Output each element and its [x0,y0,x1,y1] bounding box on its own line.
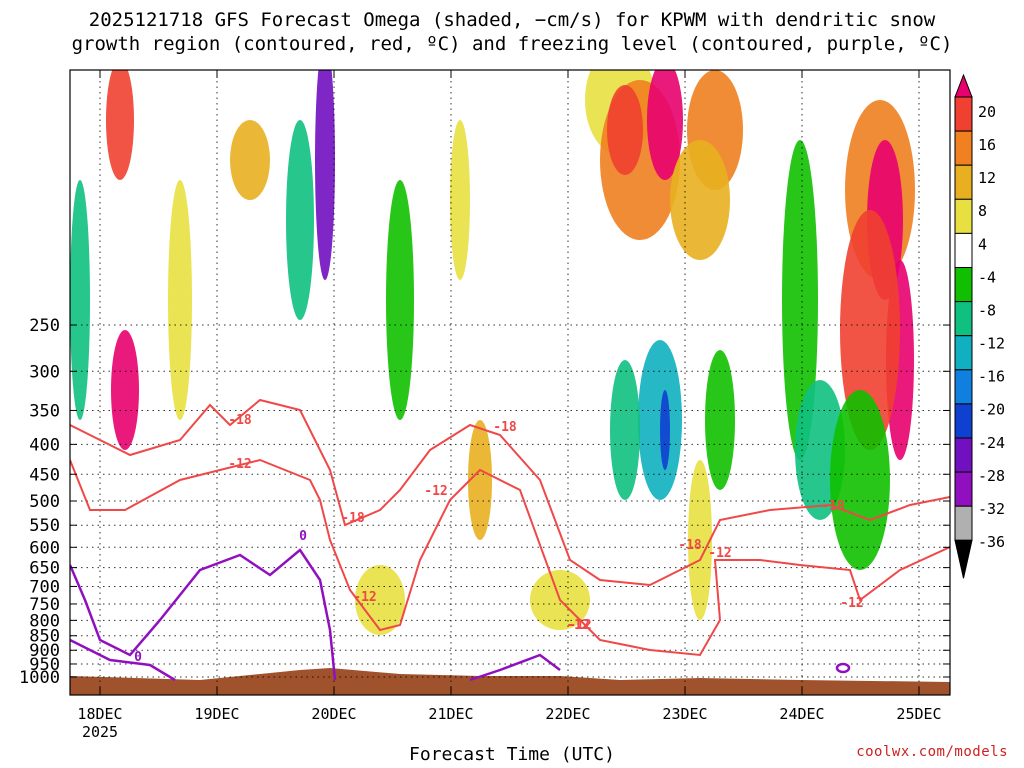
colorbar-swatch [954,96,973,132]
contour-label: -12 [424,484,447,499]
colorbar-label: 20 [978,103,996,121]
colorbar-label: 16 [978,136,996,154]
colorbar-label: -12 [978,335,1005,353]
y-tick-label: 400 [29,435,60,455]
colorbar-swatch [954,130,973,166]
y-tick-label: 700 [29,577,60,597]
colorbar-swatch [954,164,973,200]
credit-link[interactable]: coolwx.com/models [856,744,1008,760]
y-tick-label: 950 [29,655,60,675]
contour-label: -12 [568,618,591,633]
x-tick-label: 19DEC [194,705,239,723]
colorbar-bottom-arrow [954,539,973,579]
contour-label: -18 [228,413,252,428]
y-tick-label: 600 [29,538,60,558]
y-tick-label: 300 [29,362,60,382]
colorbar-swatch [954,335,973,371]
contour-label: -18 [341,511,365,526]
colorbar-label: -28 [978,467,1005,485]
y-tick-label: 900 [29,641,60,661]
colorbar-top-arrow [954,73,973,98]
x-tick-label: 24DEC [779,705,824,723]
chart-title-line2: growth region (contoured, red, ºC) and f… [71,33,953,55]
colorbar: 20 16 12 8 4 -4 -8 -12 -16 -20 -24 -28 -32 -36 [954,73,1005,579]
colorbar-swatch [954,198,973,234]
contour-label: -18 [493,420,517,435]
y-tick-label: 250 [29,316,60,336]
x-tick-label: 22DEC [545,705,590,723]
colorbar-swatch [954,267,973,303]
y-tick-label: 350 [29,401,60,421]
colorbar-swatch [954,403,973,439]
x-axis-label: Forecast Time (UTC) [409,744,615,765]
x-tick-label: 23DEC [662,705,707,723]
y-tick-label: 750 [29,595,60,615]
y-tick-label: 650 [29,559,60,579]
colorbar-label: -20 [978,401,1005,419]
colorbar-label: -4 [978,268,996,286]
colorbar-swatch [954,471,973,507]
contour-label: -12 [353,590,376,605]
y-tick-label: 550 [29,516,60,536]
colorbar-label: -36 [978,533,1005,551]
y-tick-label: 850 [29,627,60,647]
colorbar-label: 12 [978,169,996,187]
colorbar-label: 8 [978,202,987,220]
x-tick-label: 25DEC [896,705,941,723]
contour-label: -12 [840,596,863,611]
colorbar-label: -24 [978,434,1005,452]
contour-label: -18 [678,538,702,553]
colorbar-swatch [954,505,973,541]
contour-label: -12 [566,618,589,633]
x-year-label: 2025 [82,723,118,741]
colorbar-swatch [954,232,973,268]
omega-shading [70,70,915,635]
colorbar-label: -32 [978,500,1005,518]
x-tick-label: 18DEC [77,705,122,723]
y-tick-label: 500 [29,492,60,512]
contour-label: -12 [708,546,731,561]
x-tick-label: 20DEC [311,705,356,723]
contour-label: -18 [821,499,845,514]
colorbar-label: 4 [978,235,987,253]
contour-label: 0 [299,529,307,544]
chart-title-line1: 2025121718 GFS Forecast Omega (shaded, −… [88,9,936,31]
y-tick-label: 800 [29,611,60,631]
colorbar-swatch [954,369,973,405]
y-tick-label: 1000 [19,668,60,688]
contour-label: 0 [134,650,142,665]
contour-label: -12 [228,457,251,472]
y-tick-label: 450 [29,465,60,485]
plot-frame [69,69,951,696]
colorbar-swatch [954,301,973,337]
colorbar-label: -16 [978,368,1005,386]
x-tick-label: 21DEC [428,705,473,723]
colorbar-label: -8 [978,301,996,319]
colorbar-swatch [954,437,973,473]
plot-grid [70,70,950,695]
